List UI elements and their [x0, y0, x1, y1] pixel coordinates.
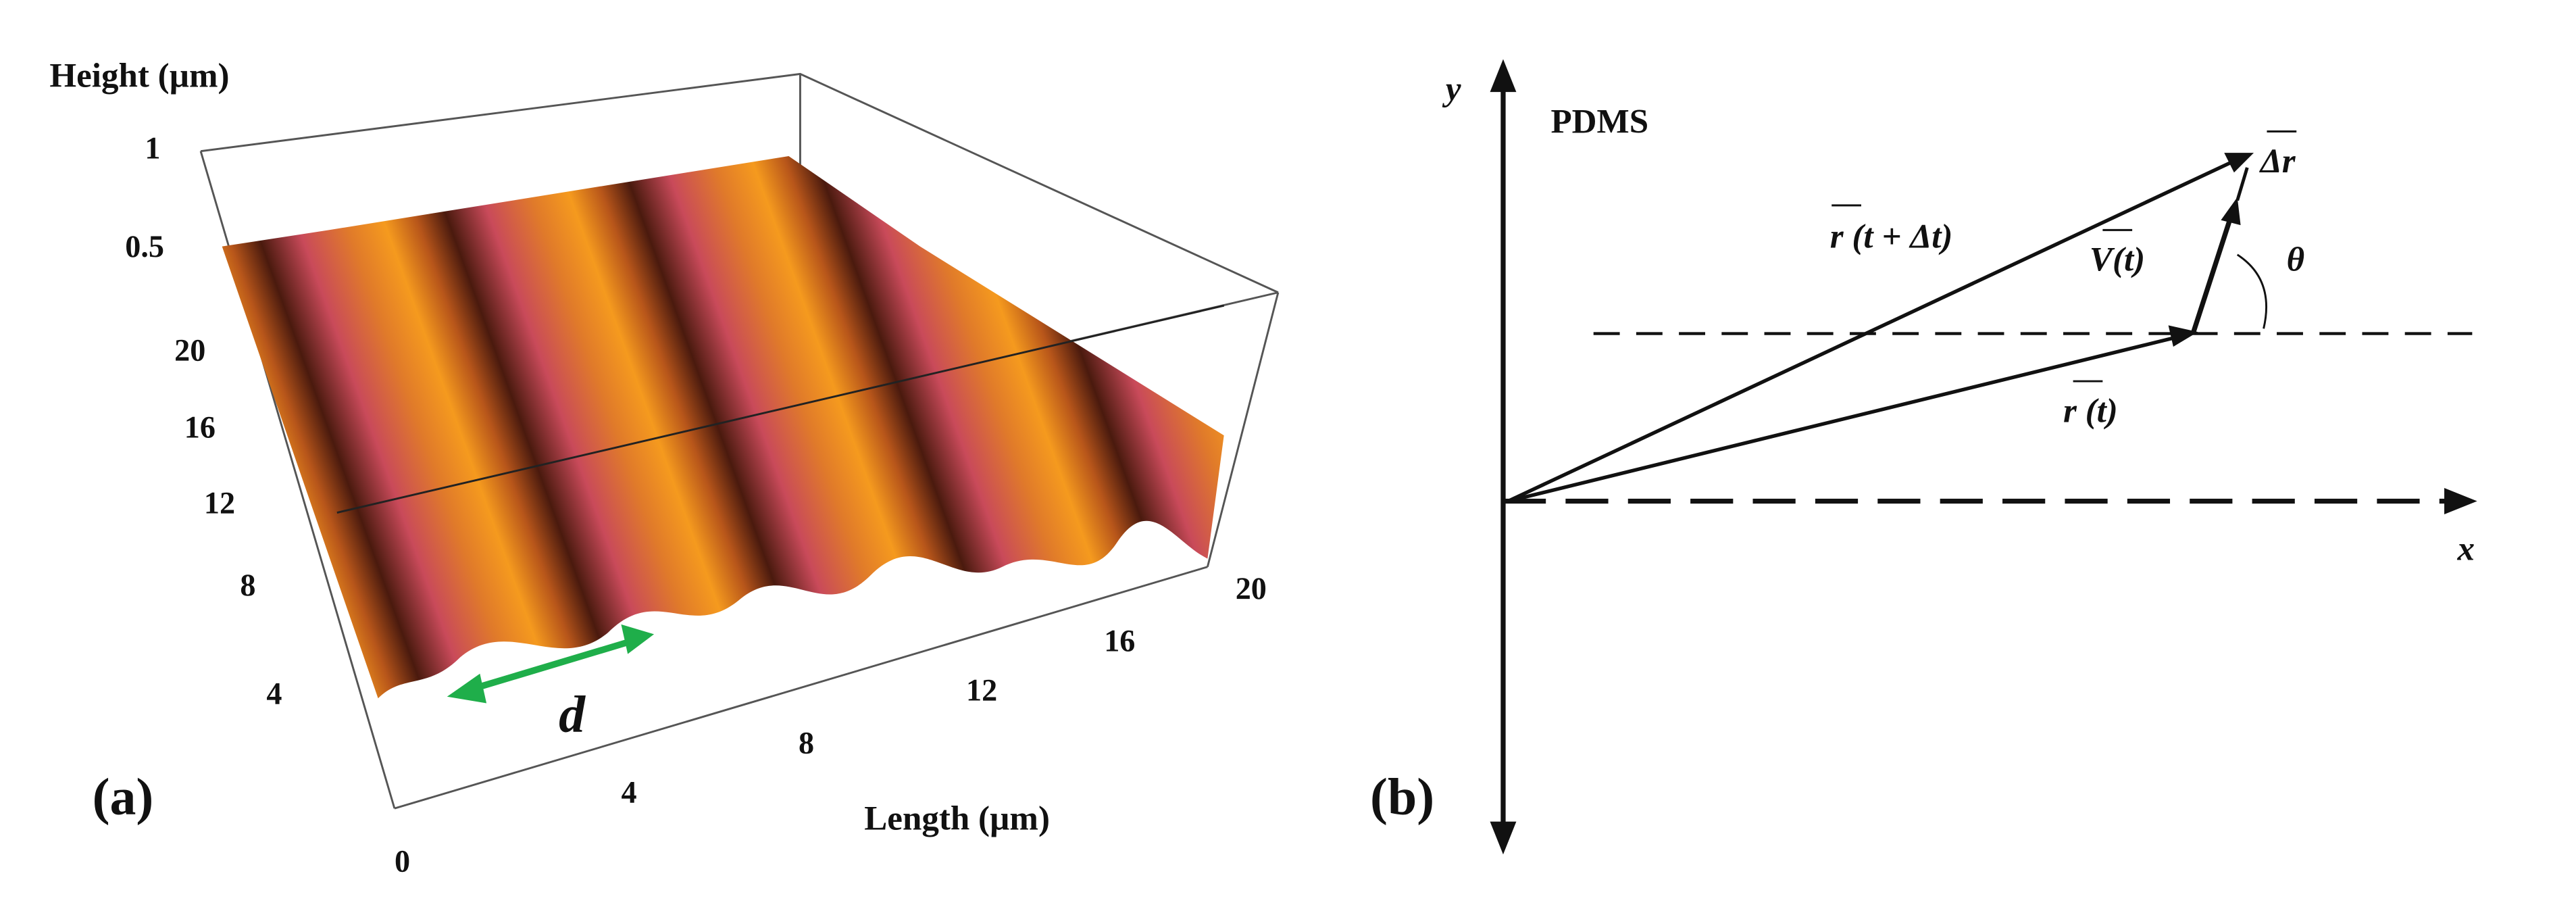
box-edge [336, 304, 1225, 514]
tick-label: 20 [174, 333, 205, 367]
vector-label: Δr [2259, 143, 2296, 180]
d-arrow [447, 624, 655, 704]
surface [222, 155, 1224, 699]
axis-label: x [2456, 531, 2475, 568]
tick-label: 8 [240, 568, 255, 602]
vector-diagram [1490, 59, 2477, 855]
tick-label: 20 [1236, 571, 1267, 606]
tick-label: 12 [204, 485, 235, 520]
axis-label: y [1442, 70, 1461, 108]
vector-label: V(t) [2090, 241, 2145, 279]
tick-label: 16 [1104, 624, 1135, 658]
axis-label: Length (µm) [864, 800, 1050, 837]
tick-label: 12 [966, 673, 997, 708]
tick-label: 8 [799, 725, 814, 760]
panel-label: (a) [93, 767, 154, 825]
axis-label: Height (µm) [49, 57, 229, 95]
material-label: PDMS [1550, 103, 1648, 141]
tick-label: 16 [184, 410, 216, 445]
vector-label: r (t + Δt) [1830, 218, 1953, 256]
tick-label: 1 [145, 130, 160, 165]
tick-label: 4 [266, 676, 282, 710]
tick-label: 0.5 [125, 229, 164, 264]
angle-label: θ [2287, 241, 2305, 279]
tick-label: 0 [395, 843, 410, 878]
tick-label: 4 [621, 775, 636, 809]
annotation: d [559, 685, 586, 743]
panel-label: (b) [1370, 767, 1434, 825]
vector-label: r (t) [2063, 392, 2118, 430]
